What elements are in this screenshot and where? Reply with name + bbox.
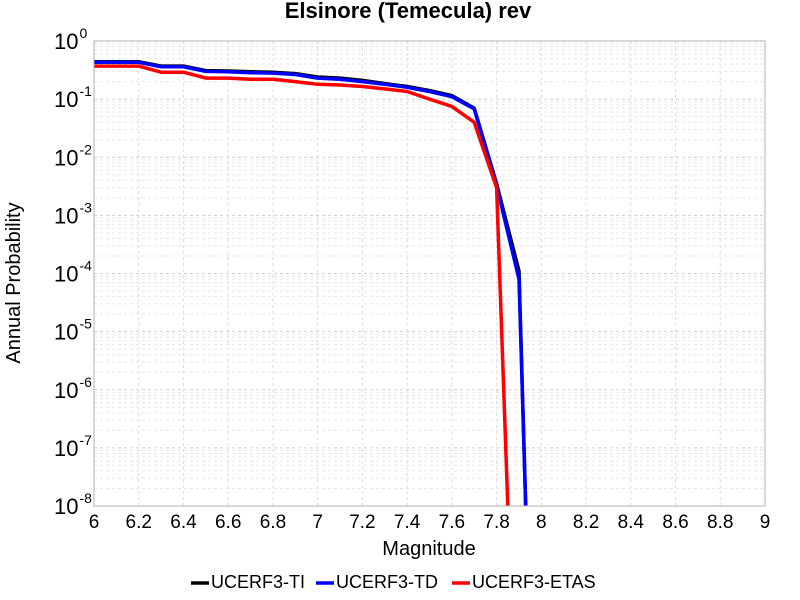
- x-tick-label: 7: [312, 512, 323, 533]
- x-tick-label: 8.4: [618, 512, 645, 533]
- x-tick-label: 7.6: [439, 512, 465, 533]
- x-tick-label: 6.2: [126, 512, 152, 533]
- grid: [94, 41, 765, 506]
- y-tick-label: 10-8: [54, 490, 92, 519]
- series-line-ucerf3-etas: [94, 64, 510, 507]
- x-tick-label: 6.8: [260, 512, 286, 533]
- x-axis-label: Magnitude: [382, 538, 475, 560]
- y-tick-label: 10-7: [54, 432, 92, 461]
- y-tick-label: 100: [54, 25, 87, 54]
- chart-title: Elsinore (Temecula) rev: [285, 0, 532, 23]
- y-axis-label: Annual Probability: [3, 202, 25, 363]
- x-tick-label: 7.2: [349, 512, 375, 533]
- series-line-ucerf3-td: [94, 60, 528, 507]
- legend-label: UCERF3-TD: [336, 572, 438, 592]
- x-tick-label: 8: [536, 512, 547, 533]
- x-tick-label: 6: [89, 512, 100, 533]
- y-tick-label: 10-2: [54, 141, 92, 170]
- x-tick-label: 8.2: [573, 512, 599, 533]
- y-tick-label: 10-4: [54, 258, 92, 287]
- x-tick-label: 7.4: [394, 512, 421, 533]
- y-tick-label: 10-1: [54, 83, 92, 112]
- x-tick-label: 8.6: [662, 512, 688, 533]
- y-tick-label: 10-5: [54, 316, 92, 345]
- series-layer: [94, 59, 528, 507]
- x-tick-label: 9: [760, 512, 771, 533]
- x-tick-labels: 6 6.2 6.4 6.6 6.8 7 7.2 7.4 7.6 7.8 8 8.2 8.4 8.6 8.8 9: [89, 512, 771, 533]
- x-tick-label: 8.8: [707, 512, 733, 533]
- y-tick-labels: 100 10-1 10-2 10-3 10-4 10-5 10-6 10-7 10-8: [54, 25, 92, 519]
- legend: UCERF3-TI UCERF3-TD UCERF3-ETAS: [191, 572, 596, 592]
- y-tick-label: 10-6: [54, 374, 92, 403]
- x-tick-label: 6.4: [170, 512, 197, 533]
- x-tick-label: 6.6: [215, 512, 241, 533]
- legend-label: UCERF3-TI: [211, 572, 305, 592]
- y-tick-label: 10-3: [54, 199, 92, 228]
- x-tick-label: 7.8: [483, 512, 509, 533]
- legend-label: UCERF3-ETAS: [472, 572, 596, 592]
- plot-frame: [93, 40, 766, 507]
